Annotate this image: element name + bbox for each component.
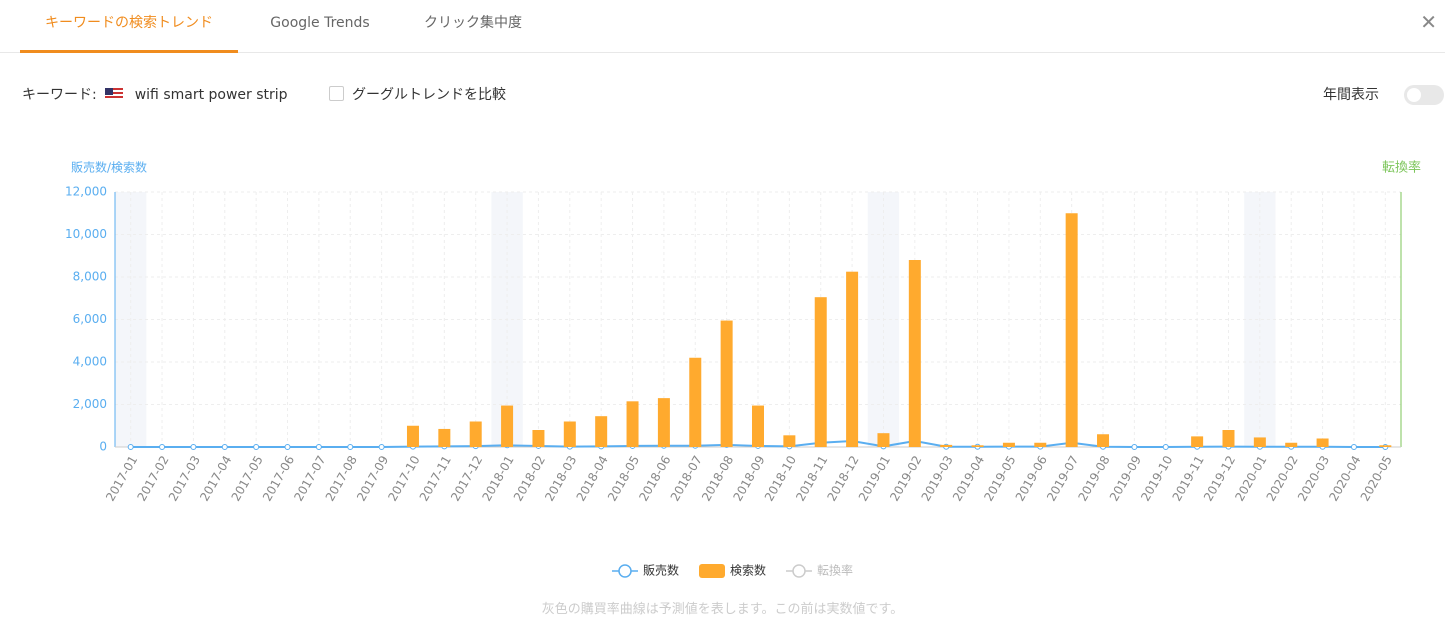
bar <box>438 428 451 447</box>
line-point <box>221 444 228 450</box>
line-point <box>284 444 291 450</box>
x-tick-label: 2020-05 <box>1358 453 1395 503</box>
close-button[interactable]: ✕ <box>1420 10 1437 34</box>
legend-label: 検索数 <box>730 563 766 578</box>
annual-label: 年間表示 <box>1323 87 1379 103</box>
bar <box>971 445 984 447</box>
line-point <box>378 444 385 450</box>
bar <box>940 444 953 447</box>
legend-swatch <box>618 564 632 578</box>
bar <box>1253 437 1266 447</box>
y-tick-label: 10,000 <box>65 227 107 241</box>
bar <box>846 271 859 447</box>
bar <box>908 260 921 447</box>
bar <box>1191 436 1204 447</box>
line-point <box>190 444 197 450</box>
bar <box>752 405 764 447</box>
keyword: wifi smart power strip <box>134 87 288 103</box>
keyword-label: キーワード: <box>22 87 97 103</box>
line-point <box>1131 444 1138 450</box>
bar <box>1379 445 1392 447</box>
line-point <box>315 444 322 450</box>
x-tick: 2020-05 <box>1358 453 1395 503</box>
line-point <box>1350 444 1357 450</box>
tab[interactable]: クリック集中度 <box>424 15 522 31</box>
bar <box>720 320 733 447</box>
bar <box>657 398 670 447</box>
bar <box>1034 442 1047 447</box>
line-point <box>127 444 134 450</box>
bar <box>563 421 576 447</box>
y-tick-label: 6,000 <box>73 312 107 326</box>
tab[interactable]: キーワードの検索トレンド <box>20 0 238 53</box>
line-point <box>347 444 354 450</box>
bar <box>783 435 796 447</box>
flag-icon <box>104 88 123 100</box>
legend-swatch <box>699 564 725 578</box>
legend-swatch <box>792 564 806 578</box>
y2-axis-title: 転換率 <box>1382 160 1421 176</box>
bar <box>626 401 639 447</box>
compare-checkbox[interactable]: グーグルトレンドを比較 <box>329 84 506 104</box>
y-tick-label: 2,000 <box>73 397 107 411</box>
keyword-row: キーワード: wifi smart power strip <box>22 84 288 104</box>
bar <box>1222 430 1235 447</box>
bar <box>1097 434 1110 447</box>
tab[interactable]: Google Trends <box>270 15 370 31</box>
y-tick-label: 4,000 <box>73 355 107 369</box>
legend-label: 転換率 <box>817 563 853 578</box>
tab-bar: キーワードの検索トレンド Google Trends クリック集中度 ✕ <box>0 0 1445 53</box>
bar <box>406 425 419 447</box>
line-point <box>1162 444 1169 450</box>
compare-label: グーグルトレンドを比較 <box>352 87 506 103</box>
bar <box>1285 442 1298 447</box>
legend-label: 販売数 <box>643 563 679 578</box>
bar <box>1002 442 1015 447</box>
line-point <box>159 444 166 450</box>
bar <box>1316 438 1329 447</box>
bar <box>689 357 702 447</box>
annual-toggle[interactable] <box>1404 85 1444 105</box>
bar <box>877 433 890 447</box>
line-point <box>253 444 260 450</box>
bar <box>814 297 827 447</box>
y-tick-label: 8,000 <box>73 270 107 284</box>
y-tick-label: 0 <box>99 440 107 454</box>
y-axis-title: 販売数/検索数 <box>71 160 147 175</box>
bar <box>532 430 545 447</box>
bar <box>501 405 514 447</box>
bar <box>1065 213 1078 447</box>
bar <box>595 416 608 447</box>
y-tick-label: 12,000 <box>65 185 107 199</box>
note: 灰色の購買率曲線は予測値を表します。この前は実数値です。 <box>541 602 904 617</box>
bar <box>469 421 482 447</box>
